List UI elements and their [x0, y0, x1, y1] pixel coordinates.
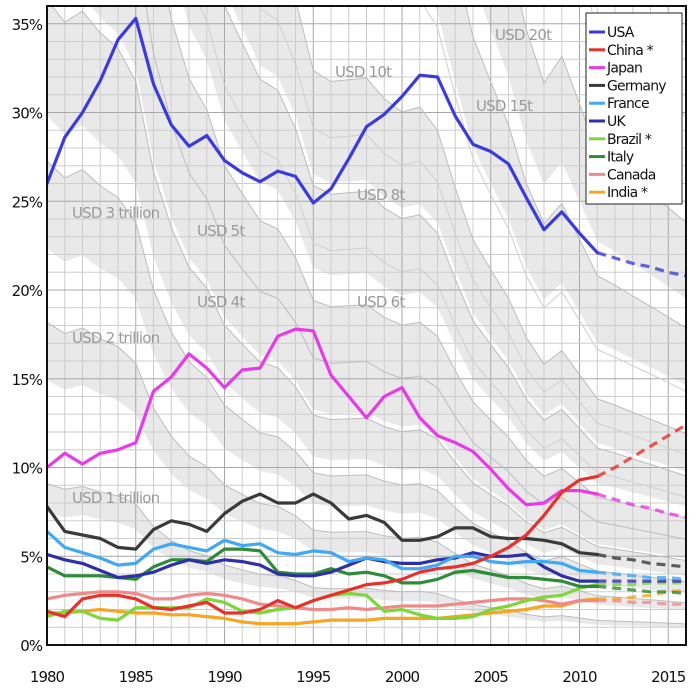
legend-label-germany: Germany — [607, 78, 666, 94]
iso-band-3 — [47, 160, 686, 594]
iso-line-9 — [258, 6, 686, 456]
legend-label-india: India * — [607, 185, 648, 201]
iso-band-8 — [183, 6, 686, 507]
legend-label-usa: USA — [607, 25, 635, 41]
iso-label-4: USD 4t — [197, 293, 245, 311]
iso-label-2: USD 2 trillion — [72, 329, 160, 347]
x-tick-label: 1995 — [296, 668, 331, 686]
iso-label-10: USD 10t — [335, 63, 392, 81]
legend-label-brazil: Brazil * — [607, 132, 652, 148]
series-line-japan — [47, 327, 599, 507]
x-tick-label: 1990 — [207, 668, 242, 686]
series-line-germany — [47, 492, 599, 557]
series-line-china — [47, 474, 599, 619]
x-tick-label: 2015 — [651, 668, 686, 686]
iso-line-7 — [199, 6, 686, 498]
y-tick-label: 30% — [12, 105, 43, 123]
iso-band-2 — [47, 322, 686, 611]
y-tick-label: 25% — [12, 193, 43, 211]
iso-line-6 — [168, 6, 686, 519]
x-tick-label: 2010 — [562, 668, 597, 686]
legend-label-uk: UK — [607, 114, 626, 130]
x-tick-label: 2000 — [385, 668, 420, 686]
iso-band-6 — [144, 6, 686, 542]
x-tick-label: 1980 — [30, 668, 65, 686]
iso-line-8 — [224, 6, 686, 477]
y-tick-label: 35% — [12, 16, 43, 34]
series-projection-germany — [596, 552, 686, 569]
iso-line-2 — [47, 321, 686, 604]
iso-line-5 — [145, 6, 686, 540]
legend-label-china: China * — [607, 43, 654, 59]
series-projection-japan — [596, 492, 686, 519]
iso-band-10 — [232, 6, 686, 472]
x-axis: 1980 1985 1990 1995 2000 2005 2010 2015 — [30, 668, 687, 686]
series-lines — [47, 16, 686, 626]
y-axis: 0% 5% 10% 15% 20% 25% 30% 35% — [12, 16, 44, 655]
iso-line-10 — [296, 6, 686, 435]
x-tick-label: 1985 — [119, 668, 154, 686]
x-tick-label: 2005 — [474, 668, 509, 686]
iso-line-1 — [47, 483, 686, 625]
iso-line-15 — [465, 6, 686, 329]
legend-label-japan: Japan — [606, 61, 642, 77]
iso-band-20 — [482, 6, 686, 299]
iso-band-4 — [47, 6, 686, 576]
y-tick-label: 10% — [12, 460, 43, 478]
plot-frame — [46, 5, 687, 646]
iso-label-8: USD 8t — [357, 186, 405, 204]
series-line-italy — [47, 547, 599, 588]
iso-label-1: USD 1 trillion — [72, 489, 160, 507]
series-projection-usa — [596, 251, 686, 278]
legend-label-canada: Canada — [607, 167, 656, 183]
iso-label-5: USD 5t — [197, 222, 245, 240]
legend-box — [585, 12, 683, 205]
legend-label-france: France — [607, 96, 649, 112]
series-line-usa — [47, 16, 599, 255]
y-tick-label: 5% — [20, 548, 43, 566]
series-line-canada — [47, 590, 599, 612]
series-projection-china — [596, 423, 686, 478]
iso-line-12 — [423, 6, 686, 392]
series-line-uk — [47, 551, 599, 583]
series-line-india — [47, 597, 599, 626]
iso-gdp-labels: USD 1 trillion USD 2 trillion USD 3 trilli… — [72, 26, 553, 507]
iso-line-3 — [47, 160, 686, 583]
legend-label-italy: Italy — [607, 150, 634, 166]
iso-label-20: USD 20t — [495, 26, 552, 44]
iso-line-20 — [520, 6, 686, 223]
iso-label-15: USD 15t — [476, 97, 533, 115]
y-tick-label: 15% — [12, 371, 43, 389]
y-tick-label: 20% — [12, 282, 43, 300]
iso-label-6: USD 6t — [357, 293, 405, 311]
iso-band-1 — [47, 483, 686, 628]
y-tick-label: 0% — [20, 637, 43, 655]
iso-label-3: USD 3 trillion — [72, 204, 160, 222]
series-line-france — [47, 529, 599, 574]
